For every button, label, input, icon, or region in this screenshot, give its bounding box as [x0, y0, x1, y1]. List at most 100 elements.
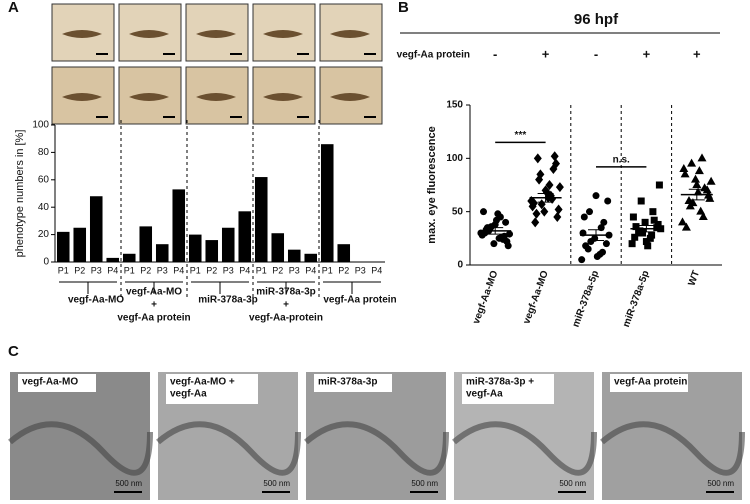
bar: [73, 227, 87, 262]
y-tick-label: 40: [38, 202, 50, 213]
bar: [139, 226, 153, 262]
y-axis-title: max. eye fluorescence: [426, 126, 438, 243]
group-label: miR-378a-3p: [256, 287, 315, 298]
point: [582, 242, 590, 250]
larva: [196, 93, 236, 101]
significance-label: n.s.: [613, 155, 630, 166]
point: [641, 218, 649, 226]
protein-label: vegf-Aa protein: [397, 50, 470, 61]
texture: [8, 421, 153, 476]
x-tick-label: P2: [74, 265, 85, 275]
bar: [254, 177, 268, 262]
scale-text: 500 nm: [263, 479, 290, 488]
point: [602, 240, 610, 248]
error-bar: [638, 225, 655, 233]
point: [632, 223, 640, 231]
x-tick-label: P4: [371, 265, 382, 275]
larva: [263, 93, 303, 101]
x-tick-label: WT: [686, 269, 702, 287]
larva: [196, 30, 236, 38]
point: [629, 213, 637, 221]
point: [549, 164, 558, 174]
point: [593, 252, 601, 260]
x-tick-label: miR-378a-5p: [621, 269, 652, 329]
point: [600, 218, 608, 226]
scale-text: 500 nm: [411, 479, 438, 488]
x-tick-label: vegf-Aa-MO: [471, 269, 501, 326]
point: [681, 222, 691, 231]
x-tick-label: P4: [107, 265, 118, 275]
point: [692, 180, 702, 188]
x-tick-label: vegf-Aa-MO: [521, 269, 551, 326]
protein-sign: +: [542, 46, 550, 61]
y-tick-label: 100: [446, 153, 463, 164]
point: [480, 208, 487, 216]
point: [655, 181, 663, 189]
y-tick-label: 100: [32, 120, 49, 131]
micrograph-label: vegf-Aa-MO: [22, 377, 78, 388]
panel-label: B: [398, 0, 409, 16]
x-tick-label: P1: [58, 265, 69, 275]
point: [592, 192, 600, 200]
point: [639, 229, 646, 237]
point: [580, 213, 588, 221]
point: [540, 206, 549, 217]
point: [545, 180, 554, 190]
point: [578, 256, 586, 264]
point: [604, 197, 612, 205]
x-tick-label: P1: [124, 265, 135, 275]
y-tick-label: 0: [457, 260, 463, 271]
micrograph-label: vegf-Aa: [170, 389, 207, 400]
point: [555, 182, 564, 193]
scale-text: 500 nm: [707, 479, 734, 488]
protein-sign: +: [643, 46, 651, 61]
bar: [122, 253, 136, 262]
x-tick-label: P3: [91, 265, 102, 275]
micrograph-label: miR-378a-3p +: [466, 377, 534, 388]
point: [554, 204, 563, 215]
point: [648, 231, 656, 239]
scale-text: 500 nm: [559, 479, 586, 488]
point: [502, 218, 510, 226]
point: [679, 164, 689, 172]
group-label: +: [151, 300, 157, 311]
error-bar: [688, 188, 705, 201]
protein-sign: +: [693, 46, 701, 61]
x-tick-label: P3: [355, 265, 366, 275]
bar: [238, 211, 252, 262]
point: [529, 198, 538, 209]
micrograph-label: miR-378a-3p: [318, 377, 377, 388]
point: [490, 240, 498, 248]
point: [586, 208, 593, 216]
larva: [330, 93, 370, 101]
bar: [56, 231, 70, 262]
point: [587, 238, 595, 246]
point: [694, 166, 704, 175]
label-box: [18, 374, 96, 392]
bar: [271, 233, 285, 262]
point: [697, 153, 707, 162]
x-tick-label: P2: [206, 265, 217, 275]
bar: [287, 249, 301, 262]
x-tick-label: P4: [173, 265, 184, 275]
larva: [129, 93, 169, 101]
micrograph-label: vegf-Aa-MO +: [170, 377, 235, 388]
y-tick-label: 150: [446, 100, 463, 111]
group-label: vegf-Aa protein: [323, 295, 396, 306]
micrograph-label: vegf-Aa: [466, 389, 503, 400]
point: [680, 169, 690, 178]
x-tick-label: P1: [190, 265, 201, 275]
y-tick-label: 50: [452, 206, 464, 217]
x-tick-label: P3: [157, 265, 168, 275]
bar: [304, 253, 318, 262]
bar: [188, 234, 202, 262]
label-box: [314, 374, 392, 392]
group-label: miR-378a-3p: [198, 295, 257, 306]
y-tick-label: 20: [38, 229, 50, 240]
larva: [263, 30, 303, 38]
significance-label: ***: [515, 130, 527, 141]
point: [533, 153, 542, 164]
point: [487, 223, 495, 231]
x-tick-label: P2: [272, 265, 283, 275]
group-label: vegf-Aa-MO: [68, 295, 124, 306]
